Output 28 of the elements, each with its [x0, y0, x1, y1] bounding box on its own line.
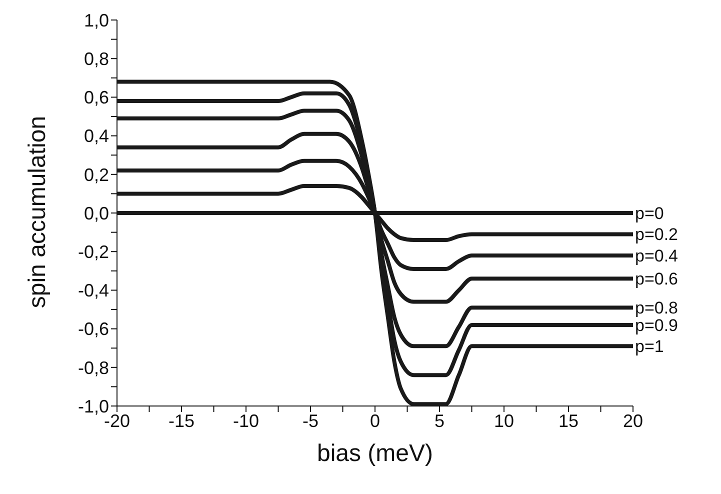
x-tick-label: 10 — [494, 410, 514, 431]
y-tick-label: 0,4 — [84, 126, 109, 146]
series-label: p=0.8 — [635, 298, 678, 318]
x-tick-label: 0 — [370, 410, 380, 431]
y-tick-label: -0,6 — [78, 319, 109, 340]
y-axis-title: spin accumulation — [24, 114, 52, 310]
x-axis-title: bias (meV) — [316, 440, 434, 468]
x-tick-label: 15 — [558, 410, 579, 431]
y-tick-label: -0,8 — [78, 358, 109, 378]
series-label: p=0.9 — [635, 316, 678, 335]
y-tick-label: 0,0 — [84, 203, 109, 224]
x-tick-label: -5 — [302, 410, 319, 431]
x-tick-label: -10 — [232, 410, 260, 431]
y-tick-label: -0,4 — [78, 280, 109, 301]
series-label: p=0.4 — [635, 246, 678, 266]
y-tick-label: -1,0 — [78, 396, 109, 416]
series-label: p=0.2 — [635, 225, 678, 244]
x-tick-label: 5 — [434, 410, 445, 431]
series-label: p=0.6 — [635, 270, 678, 289]
series-label: p=0 — [635, 204, 664, 223]
series-label: p=1 — [635, 337, 664, 356]
x-tick-label: 20 — [622, 410, 644, 431]
y-tick-label: 0,2 — [84, 164, 109, 185]
y-tick-label: 1,0 — [84, 10, 109, 30]
y-tick-label: 0,6 — [84, 88, 109, 108]
y-tick-label: 0,8 — [84, 48, 109, 69]
y-tick-label: -0,2 — [78, 242, 109, 262]
x-tick-label: -15 — [168, 410, 195, 431]
